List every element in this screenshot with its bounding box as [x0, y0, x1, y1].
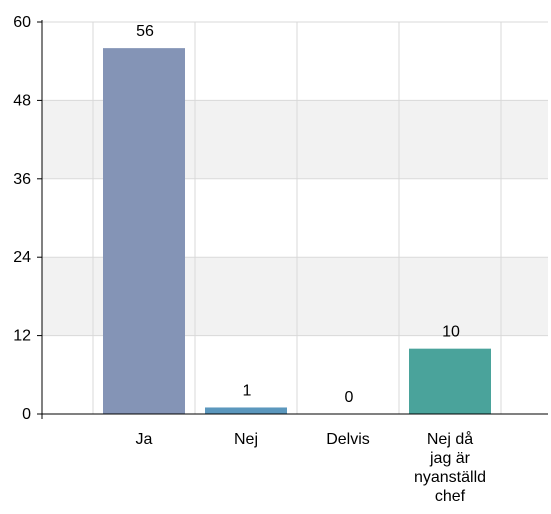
y-tick-label: 0	[22, 406, 31, 423]
x-tick-label-3: Delvis	[326, 431, 370, 448]
vertical-gridlines	[92, 22, 502, 414]
y-axis-tick-labels: 0 12 24 36 48 60	[13, 14, 31, 423]
bar-1	[103, 48, 185, 415]
x-tick-label-line: Ja	[136, 431, 153, 448]
x-tick-label-line: Nej då	[427, 430, 473, 448]
x-tick-label-line: Delvis	[326, 431, 370, 448]
data-label-1: 56	[136, 23, 154, 40]
axes	[37, 20, 548, 419]
y-tick-label: 12	[13, 328, 31, 345]
y-tick-label: 60	[13, 14, 31, 31]
bar-2	[205, 407, 287, 414]
x-tick-label-line: Nej	[234, 431, 258, 448]
x-tick-label-2: Nej	[234, 431, 258, 448]
x-tick-label-4: Nej då jag är nyanställd chef	[414, 430, 486, 505]
x-axis-tick-labels: Ja Nej Delvis Nej då jag är nyanställd chef	[136, 430, 486, 505]
data-label-2: 1	[243, 382, 252, 399]
bar-4	[409, 348, 491, 414]
data-label-3: 0	[345, 389, 354, 406]
x-tick-label-line: jag är	[429, 450, 471, 467]
data-labels: 561 010	[136, 23, 460, 406]
y-tick-label: 48	[13, 92, 31, 109]
y-tick-label: 24	[13, 249, 31, 266]
x-tick-label-line: nyanställd	[414, 469, 486, 486]
x-tick-label-1: Ja	[136, 431, 153, 448]
data-label-4: 10	[442, 324, 460, 341]
bars	[103, 48, 491, 415]
y-tick-label: 36	[13, 171, 31, 188]
x-tick-label-line: chef	[435, 488, 466, 505]
